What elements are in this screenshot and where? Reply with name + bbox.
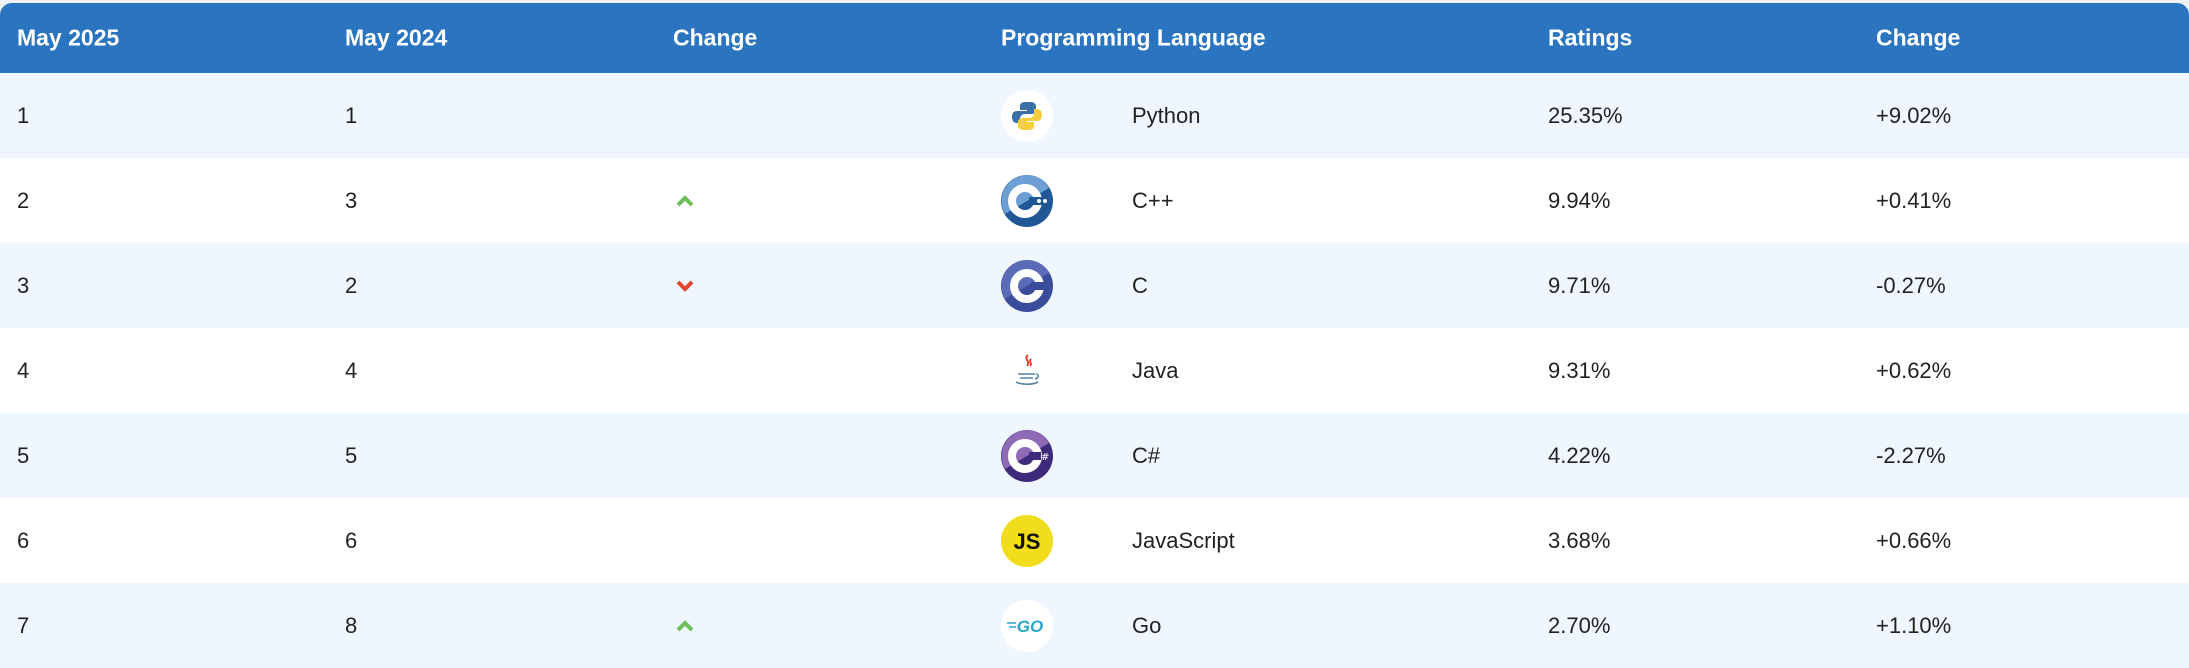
rank-2025: 2 [17, 187, 30, 213]
header-may-2024[interactable]: May 2024 [345, 24, 448, 51]
language-name[interactable]: Java [1132, 357, 1179, 383]
table-row[interactable]: 2 3 C++ 9.94% +0.41% [0, 158, 2189, 243]
rating-change: +0.62% [1876, 357, 1952, 383]
java-logo-icon [1001, 344, 1053, 397]
table-row[interactable]: 6 6 JS JavaScript 3.68% +0.66% [0, 498, 2189, 583]
rating-change: +9.02% [1876, 102, 1952, 128]
rank-2025: 4 [17, 357, 30, 383]
rating: 25.35% [1548, 102, 1623, 128]
svg-text:JS: JS [1014, 529, 1041, 554]
rating-change: +1.10% [1876, 612, 1952, 638]
table-row[interactable]: 3 2 C 9.71% -0.27% [0, 243, 2189, 328]
svg-text:#: # [1041, 452, 1049, 463]
table-header: May 2025 May 2024 Change Programming Lan… [0, 3, 2189, 73]
table-row[interactable]: 1 1 Python 25.35% +9.02% [0, 73, 2189, 158]
rating-change: +0.41% [1876, 187, 1952, 213]
rating: 9.94% [1548, 187, 1611, 213]
rating: 4.22% [1548, 442, 1611, 468]
header-language[interactable]: Programming Language [1001, 24, 1266, 51]
rank-2024: 3 [345, 187, 358, 213]
rank-2024: 4 [345, 357, 358, 383]
csharp-logo-icon: # [1001, 429, 1053, 482]
language-name[interactable]: Go [1132, 612, 1162, 638]
trend-up-icon [674, 615, 696, 637]
header-change[interactable]: Change [673, 24, 758, 51]
language-name[interactable]: C [1132, 272, 1148, 298]
rank-2025: 6 [17, 527, 30, 553]
go-logo-icon: GO [1001, 599, 1053, 652]
language-name[interactable]: Python [1132, 102, 1201, 128]
rating-change: -2.27% [1876, 442, 1946, 468]
cpp-logo-icon [1001, 174, 1053, 227]
language-name[interactable]: C++ [1132, 187, 1174, 213]
python-logo-icon [1001, 89, 1053, 142]
header-may-2025[interactable]: May 2025 [17, 24, 120, 51]
rank-2025: 1 [17, 102, 30, 128]
table-row[interactable]: 7 8 GO Go 2.70% +1.10% [0, 583, 2189, 668]
rank-2024: 8 [345, 612, 358, 638]
rank-2025: 3 [17, 272, 30, 298]
rank-2024: 5 [345, 442, 358, 468]
table-row[interactable]: 4 4 Java 9.31% +0.62% [0, 328, 2189, 413]
rating: 3.68% [1548, 527, 1611, 553]
language-name[interactable]: JavaScript [1132, 527, 1235, 553]
rating-change: +0.66% [1876, 527, 1952, 553]
rating: 9.31% [1548, 357, 1611, 383]
trend-up-icon [674, 190, 696, 212]
tiobe-index-table: May 2025 May 2024 Change Programming Lan… [0, 3, 2189, 668]
rank-2024: 2 [345, 272, 358, 298]
header-ratings[interactable]: Ratings [1548, 24, 1633, 51]
c-logo-icon [1001, 259, 1053, 312]
rank-2025: 7 [17, 612, 30, 638]
trend-down-icon [674, 275, 696, 297]
svg-text:GO: GO [1017, 617, 1043, 636]
rank-2024: 1 [345, 102, 358, 128]
rating: 9.71% [1548, 272, 1611, 298]
language-name[interactable]: C# [1132, 442, 1161, 468]
rank-2025: 5 [17, 442, 30, 468]
table-body: 1 1 Python 25.35% +9.02% 2 3 C++ 9.94% +0… [0, 73, 2189, 668]
rating-change: -0.27% [1876, 272, 1946, 298]
table-row[interactable]: 5 5 # C# 4.22% -2.27% [0, 413, 2189, 498]
javascript-logo-icon: JS [1001, 514, 1053, 567]
rating: 2.70% [1548, 612, 1611, 638]
rank-2024: 6 [345, 527, 358, 553]
header-rating-change[interactable]: Change [1876, 24, 1961, 51]
